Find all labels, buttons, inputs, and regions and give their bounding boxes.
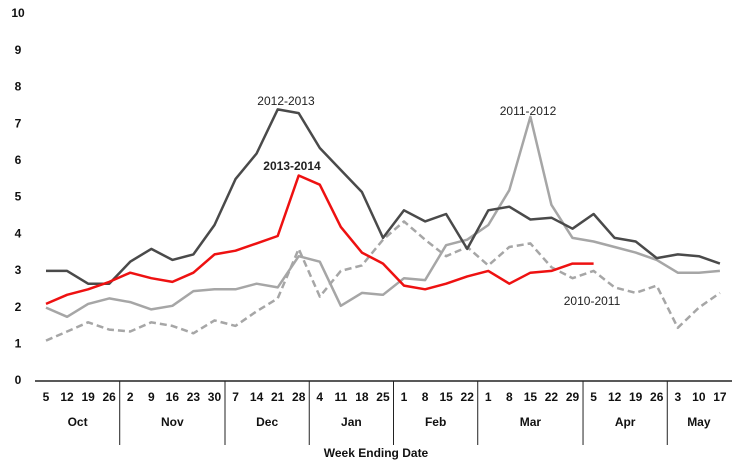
series-line — [45, 115, 721, 319]
x-tick-label: 3 — [674, 390, 681, 404]
x-tick-label: 5 — [43, 390, 50, 404]
x-tick-label: 1 — [401, 390, 408, 404]
x-tick-label: 7 — [232, 390, 239, 404]
x-tick-label: 30 — [208, 390, 222, 404]
y-tick-label: 2 — [15, 300, 22, 314]
y-tick-label: 6 — [15, 153, 22, 167]
x-tick-label: 15 — [524, 390, 538, 404]
y-tick-label: 3 — [15, 263, 22, 277]
x-tick-label: 8 — [422, 390, 429, 404]
x-tick-label: 25 — [376, 390, 390, 404]
x-tick-label: 2 — [127, 390, 134, 404]
x-tick-label: 15 — [439, 390, 453, 404]
x-tick-label: 26 — [103, 390, 117, 404]
x-tick-label: 8 — [506, 390, 513, 404]
month-label: Mar — [520, 415, 542, 429]
x-tick-label: 4 — [316, 390, 323, 404]
y-tick-label: 7 — [15, 116, 22, 130]
x-tick-label: 16 — [166, 390, 180, 404]
series-label: 2013-2014 — [263, 159, 321, 173]
y-tick-label: 8 — [15, 80, 22, 94]
y-tick-label: 4 — [15, 226, 22, 240]
x-tick-label: 10 — [692, 390, 706, 404]
x-tick-label: 23 — [187, 390, 201, 404]
series-line — [46, 108, 721, 285]
x-tick-label: 26 — [650, 390, 664, 404]
x-tick-label: 14 — [250, 390, 264, 404]
x-tick-label: 5 — [590, 390, 597, 404]
y-tick-label: 5 — [15, 190, 22, 204]
month-label: May — [687, 415, 711, 429]
x-tick-label: 9 — [148, 390, 155, 404]
x-tick-label: 12 — [60, 390, 74, 404]
month-label: Feb — [425, 415, 446, 429]
series-line — [45, 174, 594, 306]
x-axis-title: Week Ending Date — [324, 446, 429, 460]
series-label: 2011-2012 — [500, 104, 557, 118]
x-tick-label: 18 — [355, 390, 369, 404]
x-tick-label: 17 — [713, 390, 727, 404]
x-tick-label: 28 — [292, 390, 306, 404]
y-tick-label: 0 — [15, 373, 22, 387]
month-label: Dec — [256, 415, 278, 429]
y-tick-label: 9 — [15, 43, 22, 57]
month-label: Jan — [341, 415, 362, 429]
x-tick-label: 11 — [334, 390, 347, 404]
y-tick-label: 10 — [11, 6, 25, 20]
series-label: 2012-2013 — [257, 94, 315, 108]
series-label: 2010-2011 — [564, 294, 621, 308]
x-tick-label: 21 — [271, 390, 285, 404]
month-label: Oct — [68, 415, 88, 429]
x-tick-label: 1 — [485, 390, 492, 404]
month-label: Apr — [615, 415, 636, 429]
x-tick-label: 22 — [545, 390, 559, 404]
x-tick-label: 22 — [461, 390, 475, 404]
month-label: Nov — [161, 415, 184, 429]
x-tick-label: 29 — [566, 390, 580, 404]
x-tick-label: 19 — [629, 390, 643, 404]
y-tick-label: 1 — [15, 336, 22, 350]
x-tick-label: 12 — [608, 390, 622, 404]
x-tick-label: 19 — [81, 390, 95, 404]
